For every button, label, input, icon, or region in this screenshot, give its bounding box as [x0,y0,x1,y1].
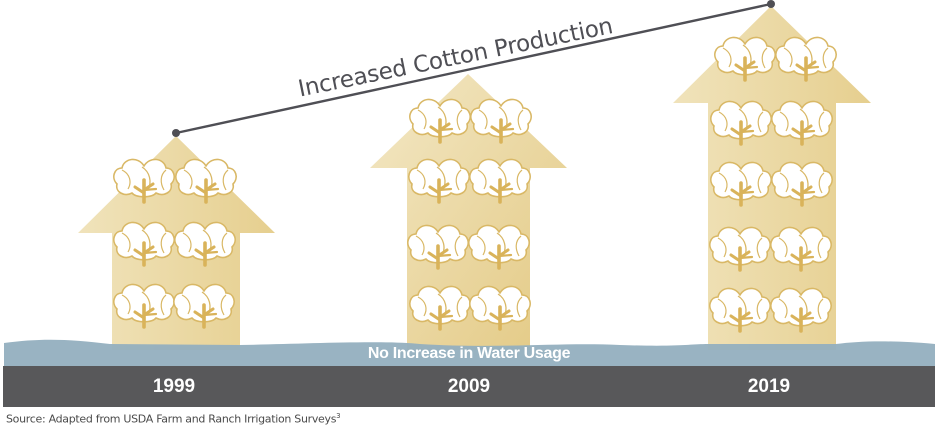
source-text: Source: Adapted from USDA Farm and Ranch… [6,412,337,426]
water-band [4,339,935,366]
trend-point-end [767,0,775,8]
year-label-2019: 2019 [747,376,791,397]
source-footnote: 3 [336,412,341,420]
arrow-2019 [673,6,871,350]
timeline-bar [3,366,935,407]
trend-point-start [172,129,180,137]
year-label-2009: 2009 [447,376,491,397]
arrow-1999 [78,136,275,350]
arrow-2009 [370,74,567,350]
water-usage-label: No Increase in Water Usage [367,345,571,362]
source-note: Source: Adapted from USDA Farm and Ranch… [6,412,341,426]
trend-line [172,0,775,137]
year-label-1999: 1999 [152,376,196,397]
